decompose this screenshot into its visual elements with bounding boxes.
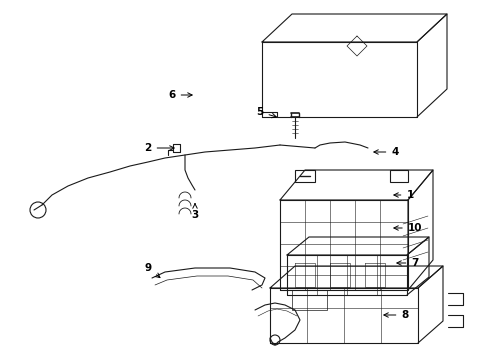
Text: 4: 4 xyxy=(373,147,398,157)
Text: 2: 2 xyxy=(144,143,174,153)
Bar xyxy=(294,170,314,182)
Text: 10: 10 xyxy=(393,223,421,233)
Text: 7: 7 xyxy=(396,258,418,268)
Bar xyxy=(291,290,326,310)
Text: 5: 5 xyxy=(256,107,276,118)
Text: 6: 6 xyxy=(168,90,192,100)
Text: 9: 9 xyxy=(144,263,160,278)
Bar xyxy=(389,170,407,182)
Text: 8: 8 xyxy=(383,310,408,320)
Text: 1: 1 xyxy=(393,190,413,200)
Text: 3: 3 xyxy=(191,204,198,220)
